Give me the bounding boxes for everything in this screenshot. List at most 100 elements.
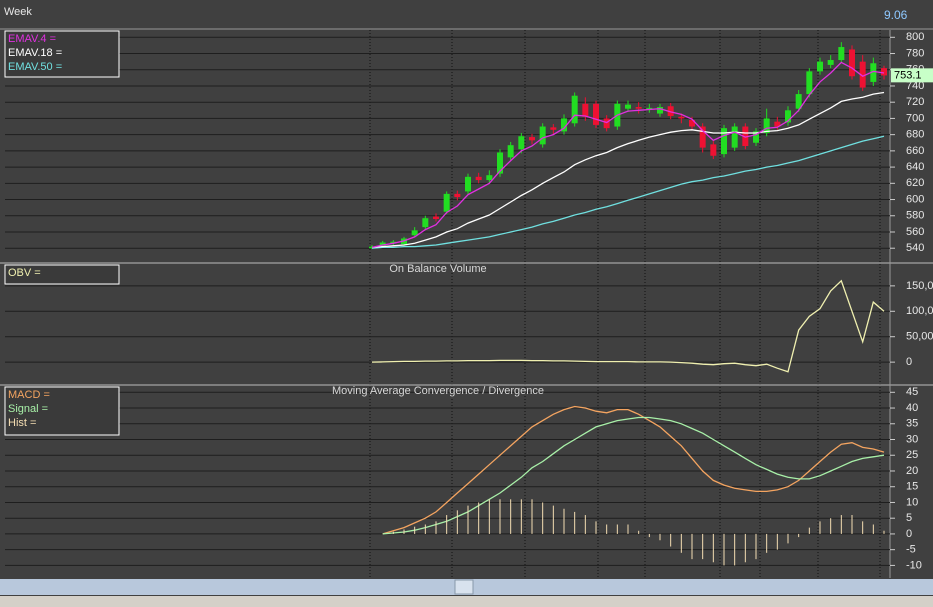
- candle-body: [625, 104, 631, 109]
- y-tick-label: 150,0: [906, 280, 933, 292]
- y-tick-label: 800: [906, 31, 924, 43]
- y-tick-label: 780: [906, 47, 924, 59]
- y-tick-label: 700: [906, 112, 924, 124]
- candle-body: [390, 241, 397, 244]
- candle-body: [667, 106, 674, 116]
- candle-body: [795, 94, 802, 109]
- candle-body: [657, 107, 663, 114]
- candle-body: [475, 176, 482, 181]
- y-tick-label: 620: [906, 177, 924, 189]
- candle-body: [817, 61, 823, 72]
- legend-entry: EMAV.50 =: [8, 61, 62, 73]
- series-line: [382, 416, 885, 535]
- last-value-label: 753.1: [894, 69, 922, 81]
- legend-box: [4, 386, 120, 436]
- legend-entry: EMAV.18 =: [8, 47, 62, 59]
- candle-body: [774, 121, 781, 127]
- candle-body: [849, 49, 855, 77]
- candle-body: [518, 136, 525, 150]
- y-tick-label: 45: [906, 386, 918, 398]
- candle-body: [635, 107, 642, 109]
- candle-body: [422, 218, 429, 228]
- y-tick-label: -5: [906, 544, 916, 556]
- legend-entry: Hist =: [8, 417, 36, 429]
- candle-body: [881, 68, 887, 76]
- y-tick-label: 640: [906, 161, 924, 173]
- legend-entry: OBV =: [8, 267, 41, 279]
- candle-body: [785, 110, 791, 123]
- legend-entry: Signal =: [8, 403, 48, 415]
- y-tick-label: -10: [906, 559, 922, 571]
- candle-body: [486, 175, 493, 181]
- scroll-thumb[interactable]: [454, 579, 474, 595]
- candle-body: [443, 193, 450, 212]
- y-tick-label: 50,00: [906, 331, 933, 343]
- legend-entry: EMAV.4 =: [8, 33, 56, 45]
- candle-body: [433, 216, 439, 220]
- series-line: [371, 135, 885, 249]
- y-tick-label: 740: [906, 80, 924, 92]
- y-tick-label: 580: [906, 210, 924, 222]
- y-tick-label: 560: [906, 226, 924, 238]
- candle-body: [689, 120, 695, 127]
- candle-body: [497, 152, 503, 174]
- series-line: [371, 91, 885, 249]
- series-line: [371, 279, 885, 373]
- candle-body: [710, 144, 717, 156]
- candle-body: [539, 126, 546, 145]
- version-label: 9.06: [884, 8, 908, 22]
- candle-body: [603, 118, 610, 129]
- y-tick-label: 660: [906, 145, 924, 157]
- panel-title: Moving Average Convergence / Divergence: [332, 385, 544, 397]
- y-tick-label: 540: [906, 242, 924, 254]
- y-tick-label: 600: [906, 193, 924, 205]
- candle-body: [571, 95, 578, 124]
- y-tick-label: 10: [906, 496, 918, 508]
- candle-body: [742, 126, 749, 146]
- y-tick-label: 0: [906, 528, 912, 540]
- y-tick-label: 20: [906, 465, 918, 477]
- legend-entry: MACD =: [8, 389, 50, 401]
- candle-body: [859, 61, 866, 88]
- series-line: [371, 61, 885, 249]
- candle-body: [454, 193, 461, 198]
- candle-body: [465, 176, 471, 192]
- last-value-box: [891, 68, 933, 83]
- candle-body: [507, 145, 514, 158]
- y-tick-label: 680: [906, 129, 924, 141]
- candle-body: [838, 47, 845, 61]
- candle-body: [806, 71, 813, 95]
- candle-body: [699, 126, 706, 148]
- y-tick-label: 35: [906, 418, 918, 430]
- candle-body: [582, 103, 589, 117]
- y-tick-label: 40: [906, 402, 918, 414]
- legend-box: [4, 30, 120, 78]
- candle-body: [593, 103, 599, 125]
- y-tick-label: 30: [906, 433, 918, 445]
- candle-body: [646, 107, 653, 110]
- y-tick-label: 100,0: [906, 305, 933, 317]
- candle-body: [678, 116, 685, 119]
- y-tick-label: 15: [906, 481, 918, 493]
- candle-body: [731, 126, 738, 148]
- candle-body: [753, 131, 759, 143]
- status-bar: [0, 596, 933, 607]
- period-label: Week: [4, 6, 32, 18]
- y-tick-label: 0: [906, 356, 912, 368]
- candle-body: [870, 63, 877, 82]
- candle-body: [411, 230, 418, 236]
- candle-body: [721, 128, 727, 155]
- candle-body: [529, 137, 535, 141]
- y-tick-label: 720: [906, 96, 924, 108]
- panel-title: On Balance Volume: [389, 263, 486, 275]
- candle-body: [827, 60, 834, 65]
- y-tick-label: 25: [906, 449, 918, 461]
- candle-body: [763, 118, 770, 134]
- legend-box: [4, 264, 120, 285]
- y-tick-label: 5: [906, 512, 912, 524]
- candle-body: [550, 127, 557, 130]
- candle-body: [379, 242, 386, 246]
